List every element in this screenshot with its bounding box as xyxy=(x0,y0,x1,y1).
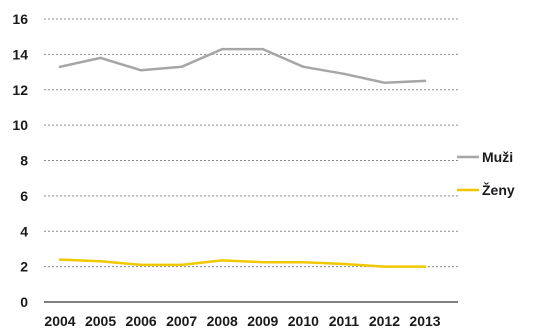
data-point xyxy=(302,65,305,68)
data-point xyxy=(302,261,305,264)
data-point xyxy=(221,47,224,51)
data-point xyxy=(58,258,62,261)
x-tick-label: 2006 xyxy=(126,313,157,329)
x-axis-ticks: 2004 2005 2006 2007 2008 2009 2010 2011 2012 2013 xyxy=(44,313,440,329)
legend-label-muzi: Muži xyxy=(482,149,513,165)
x-tick-label: 2004 xyxy=(44,313,75,329)
x-tick-label: 2012 xyxy=(369,313,400,329)
data-point xyxy=(58,65,62,68)
data-point xyxy=(180,65,183,68)
y-tick-label: 2 xyxy=(20,259,28,275)
y-tick-label: 14 xyxy=(12,46,28,62)
series-line-zeny xyxy=(58,258,427,268)
data-point xyxy=(139,263,143,267)
legend: Muži Ženy xyxy=(457,149,515,198)
y-tick-label: 4 xyxy=(20,223,28,239)
x-tick-label: 2011 xyxy=(329,313,360,329)
data-point xyxy=(99,56,102,60)
series-lines xyxy=(58,47,427,268)
y-axis-ticks: 0 2 4 6 8 10 12 14 16 xyxy=(12,11,28,310)
data-point xyxy=(342,72,346,76)
data-point xyxy=(99,260,102,263)
x-tick-label: 2008 xyxy=(207,313,238,329)
x-tick-label: 2005 xyxy=(85,313,116,329)
data-point xyxy=(180,263,183,267)
y-tick-label: 16 xyxy=(12,11,28,27)
series-line-muzi xyxy=(58,47,427,84)
legend-label-zeny: Ženy xyxy=(482,181,515,198)
data-point xyxy=(423,79,427,83)
y-tick-label: 0 xyxy=(20,294,28,310)
data-point xyxy=(221,259,224,262)
y-tick-label: 8 xyxy=(20,153,28,169)
x-tick-label: 2010 xyxy=(288,313,319,329)
data-point xyxy=(261,261,264,264)
y-tick-label: 12 xyxy=(12,82,28,98)
data-point xyxy=(383,81,386,84)
y-tick-label: 6 xyxy=(20,188,28,204)
x-tick-label: 2013 xyxy=(409,313,440,329)
data-point xyxy=(383,265,386,268)
data-point xyxy=(342,262,346,266)
y-tick-label: 10 xyxy=(12,117,28,133)
data-point xyxy=(139,69,143,72)
data-point xyxy=(423,265,427,268)
x-tick-label: 2009 xyxy=(247,313,278,329)
x-tick-label: 2007 xyxy=(166,313,197,329)
data-point xyxy=(261,47,264,51)
gridlines xyxy=(44,18,458,268)
